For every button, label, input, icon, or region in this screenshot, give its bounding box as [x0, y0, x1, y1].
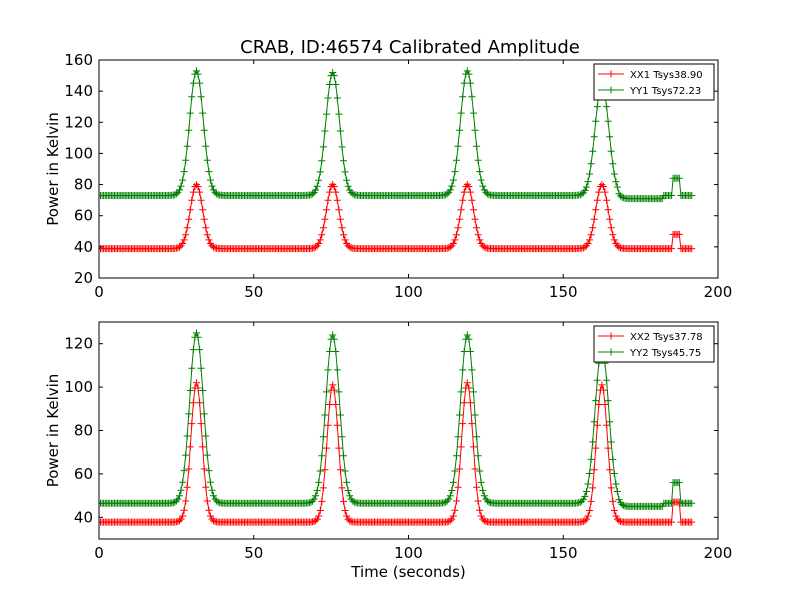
x-tick-label: 0: [94, 544, 104, 562]
x-tick-label: 150: [549, 544, 578, 562]
legend-box: [593, 63, 715, 101]
y-axis-label: Power in Kelvin: [44, 374, 62, 488]
y-axis-label: Power in Kelvin: [44, 112, 62, 226]
legend: XX1 Tsys38.90 YY1 Tsys72.23: [593, 63, 715, 101]
series-markers: [99, 181, 696, 253]
legend-entry: YY1 Tsys72.23: [598, 86, 701, 97]
legend-marker: [607, 86, 615, 94]
legend-entry: XX1 Tsys38.90: [598, 70, 703, 81]
series-xx: [99, 181, 696, 253]
y-tick-label: 100: [64, 378, 93, 396]
x-tick-label: 200: [704, 544, 733, 562]
legend-box: [593, 325, 715, 363]
legend-marker: [607, 332, 615, 340]
x-tick-label: 150: [549, 283, 578, 301]
y-tick-label: 40: [74, 508, 93, 526]
legend-label: YY1 Tsys72.23: [629, 86, 701, 97]
series-xx: [99, 379, 696, 526]
x-tick-label: 100: [394, 283, 423, 301]
legend-marker: [607, 70, 615, 78]
legend-entry: XX2 Tsys37.78: [598, 332, 703, 343]
legend-marker: [607, 348, 615, 356]
series-markers: [99, 329, 696, 510]
plot-area: [99, 67, 696, 253]
series-yy: [99, 67, 696, 203]
plot-area: [99, 329, 696, 526]
x-tick-label: 50: [244, 283, 263, 301]
legend-label: YY2 Tsys45.75: [629, 348, 701, 359]
legend-entry: YY2 Tsys45.75: [598, 348, 701, 359]
y-tick-label: 60: [74, 465, 93, 483]
x-tick-label: 100: [394, 544, 423, 562]
series-markers: [99, 379, 696, 526]
bottom-panel: 0 50 100 150 200 40 60 80 100 120 Power in Kelvin T…: [44, 321, 733, 581]
y-tick-label: 80: [74, 422, 93, 440]
legend-label: XX1 Tsys38.90: [630, 70, 703, 81]
y-tick-label: 120: [64, 113, 93, 131]
y-tick-label: 60: [74, 207, 93, 225]
chart-title: CRAB, ID:46574 Calibrated Amplitude: [240, 37, 580, 58]
legend: XX2 Tsys37.78 YY2 Tsys45.75: [593, 325, 715, 363]
x-tick-label: 200: [704, 283, 733, 301]
top-panel: 0 50 100 150 200 20 40 60 80 100 120 140 160 Power in…: [44, 51, 732, 301]
y-tick-label: 160: [64, 51, 93, 69]
y-tick-label: 20: [74, 269, 93, 287]
y-tick-label: 100: [64, 144, 93, 162]
x-tick-label: 50: [244, 544, 263, 562]
y-tick-label: 80: [74, 176, 93, 194]
series-markers: [99, 67, 696, 203]
y-tick-label: 140: [64, 82, 93, 100]
y-tick-label: 40: [74, 238, 93, 256]
x-axis-label: Time (seconds): [350, 563, 466, 581]
series-yy: [99, 329, 696, 510]
legend-label: XX2 Tsys37.78: [630, 332, 703, 343]
y-tick-label: 120: [64, 335, 93, 353]
x-tick-label: 0: [94, 283, 104, 301]
